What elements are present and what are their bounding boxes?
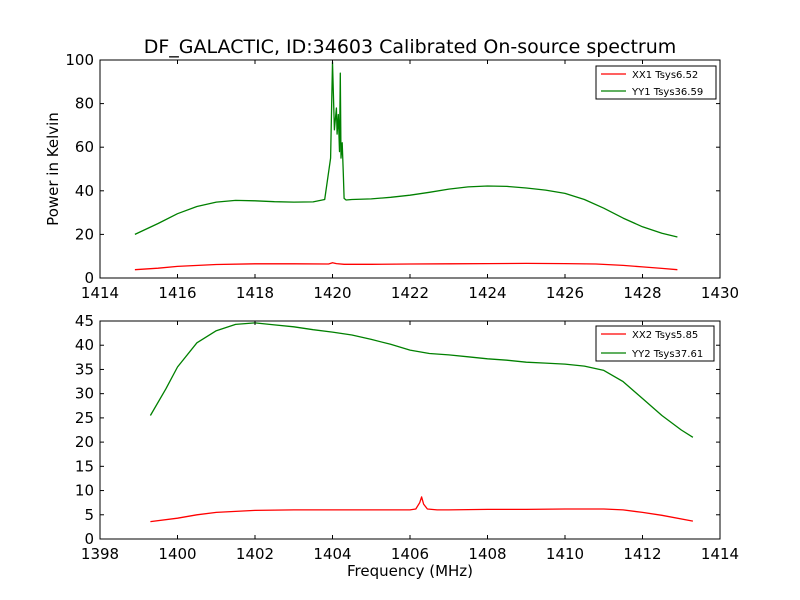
y-tick-label: 30 [75,385,94,403]
y-tick-label: 15 [75,457,94,475]
y-tick-label: 0 [84,269,94,287]
series-line-1-1 [134,262,678,271]
series-line-1-2 [134,61,678,238]
y-tick-label: 100 [65,51,94,69]
x-tick-label: 1414 [701,545,739,563]
series-line-2-2 [149,322,694,438]
y-tick-label: 25 [75,409,94,427]
y-tick-label: 20 [75,433,94,451]
y-tick-label: 5 [84,506,94,524]
x-tick-label: 1418 [236,284,274,302]
legend-entry-yy1: YY1 Tsys36.59 [631,87,703,98]
x-tick-label: 1404 [313,545,351,563]
y-tick-label: 35 [75,360,94,378]
x-tick-label: 1424 [468,284,506,302]
x-axis-label: Frequency (MHz) [347,562,473,580]
legend-entry-xx2: XX2 Tsys5.85 [632,330,698,341]
x-tick-label: 1398 [81,545,119,563]
x-tick-label: 1406 [391,545,429,563]
x-tick-label: 1430 [701,284,739,302]
x-tick-label: 1422 [391,284,429,302]
legend-entry-yy2: YY2 Tsys37.61 [631,349,703,360]
legend-box [595,325,715,362]
x-tick-label: 1408 [468,545,506,563]
y-tick-label: 60 [75,138,94,156]
y-tick-label: 0 [84,530,94,548]
x-tick-label: 1402 [236,545,274,563]
bottom-subplot: Frequency (MHz) 1398 1400 1402 1404 1406 1408… [75,312,739,580]
x-tick-label: 1426 [546,284,584,302]
y-tick-label: 45 [75,312,94,330]
x-tick-label: 1400 [158,545,196,563]
x-tick-label: 1412 [623,545,661,563]
top-subplot: Power in Kelvin 1414 1416 1418 1420 1422 1424… [44,51,739,302]
x-tick-label: 1420 [313,284,351,302]
y-tick-label: 40 [75,336,94,354]
y-axis-label: Power in Kelvin [44,112,62,226]
chart-title: DF_GALACTIC, ID:34603 Calibrated On-sour… [144,36,677,58]
x-tick-label: 1410 [546,545,584,563]
y-tick-label: 10 [75,482,94,500]
series-line-2-1 [150,496,694,523]
x-tick-label: 1428 [623,284,661,302]
y-tick-label: 80 [75,95,94,113]
legend-box [595,65,717,100]
x-tick-label: 1416 [158,284,196,302]
legend-entry-xx1: XX1 Tsys6.52 [632,70,698,81]
y-tick-label: 40 [75,182,94,200]
y-tick-label: 20 [75,225,94,243]
x-tick-label: 1414 [81,284,119,302]
